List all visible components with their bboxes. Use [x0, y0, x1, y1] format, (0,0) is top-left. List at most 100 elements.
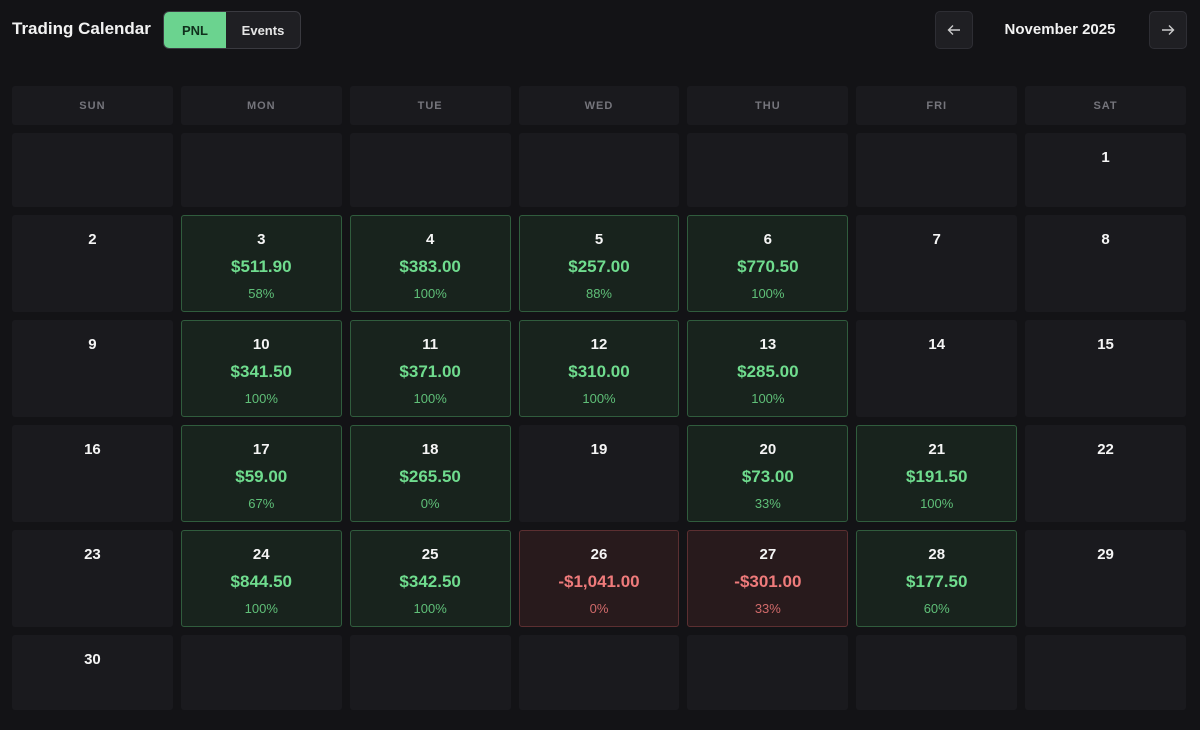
win-rate: 100%	[751, 286, 785, 301]
pnl-amount: -$301.00	[734, 572, 802, 591]
day-number: 21	[928, 441, 946, 458]
empty-cell	[349, 133, 511, 207]
day-cell[interactable]: 24 $844.50 100%	[180, 530, 342, 627]
day-number: 15	[1097, 336, 1114, 353]
empty-cell	[1025, 635, 1186, 710]
day-cell[interactable]: 2	[12, 215, 173, 312]
pnl-amount: $265.50	[399, 467, 461, 486]
day-number: 20	[759, 441, 777, 458]
day-number: 22	[1097, 441, 1114, 458]
pnl-amount: $285.00	[737, 362, 799, 381]
day-cell[interactable]: 9	[12, 320, 173, 417]
empty-cell	[687, 133, 849, 207]
win-rate: 58%	[248, 286, 275, 301]
next-button[interactable]	[1149, 11, 1187, 49]
day-number: 9	[88, 336, 97, 353]
win-rate: 0%	[589, 601, 609, 616]
pnl-amount: $257.00	[568, 257, 630, 276]
day-cell[interactable]: 13 $285.00 100%	[687, 320, 849, 417]
pnl-amount: $341.50	[230, 362, 292, 381]
weekday-header: WED	[518, 86, 680, 125]
day-number: 18	[421, 441, 439, 458]
day-cell[interactable]: 14	[856, 320, 1018, 417]
day-number: 2	[88, 231, 97, 248]
day-cell[interactable]: 5 $257.00 88%	[518, 215, 680, 312]
weekday-header: FRI	[856, 86, 1018, 125]
weekday-header: TUE	[349, 86, 511, 125]
empty-cell	[687, 635, 849, 710]
empty-cell	[180, 635, 342, 710]
day-cell[interactable]: 18 $265.50 0%	[349, 425, 511, 522]
day-number: 26	[590, 546, 608, 563]
day-cell[interactable]: 23	[12, 530, 173, 627]
win-rate: 100%	[582, 391, 616, 406]
day-cell[interactable]: 22	[1025, 425, 1186, 522]
day-number: 25	[421, 546, 439, 563]
pnl-amount: $844.50	[230, 572, 292, 591]
day-cell[interactable]: 20 $73.00 33%	[687, 425, 849, 522]
day-cell[interactable]: 3 $511.90 58%	[180, 215, 342, 312]
day-number: 12	[590, 336, 608, 353]
day-number: 16	[84, 441, 101, 458]
day-cell[interactable]: 28 $177.50 60%	[856, 530, 1018, 627]
win-rate: 100%	[244, 601, 278, 616]
empty-cell	[349, 635, 511, 710]
day-cell[interactable]: 27 -$301.00 33%	[687, 530, 849, 627]
day-cell[interactable]: 7	[856, 215, 1018, 312]
weekday-header: SAT	[1025, 86, 1186, 125]
day-number: 4	[425, 231, 435, 248]
day-cell[interactable]: 15	[1025, 320, 1186, 417]
win-rate: 67%	[248, 496, 275, 511]
day-cell[interactable]: 12 $310.00 100%	[518, 320, 680, 417]
day-cell[interactable]: 1	[1025, 133, 1186, 207]
day-cell[interactable]: 26 -$1,041.00 0%	[518, 530, 680, 627]
day-number: 27	[759, 546, 777, 563]
day-cell[interactable]: 11 $371.00 100%	[349, 320, 511, 417]
day-number: 10	[252, 336, 270, 353]
day-number: 7	[932, 231, 941, 248]
day-cell[interactable]: 10 $341.50 100%	[180, 320, 342, 417]
pnl-amount: $191.50	[905, 467, 968, 486]
page-title: Trading Calendar	[12, 19, 151, 38]
empty-cell	[518, 635, 680, 710]
pnl-amount: -$1,041.00	[558, 572, 640, 591]
win-rate: 33%	[754, 601, 781, 616]
day-cell[interactable]: 29	[1025, 530, 1186, 627]
calendar-grid: SUN MON TUE WED THU FRI SAT 1 2 3 $511.90 58% 4 $383.…	[12, 86, 1186, 710]
day-number: 29	[1097, 546, 1114, 563]
day-cell[interactable]: 19	[518, 425, 680, 522]
day-cell[interactable]: 4 $383.00 100%	[349, 215, 511, 312]
day-number: 28	[928, 546, 946, 563]
day-cell[interactable]: 6 $770.50 100%	[687, 215, 849, 312]
arrow-right-icon	[1162, 25, 1175, 35]
pnl-amount: $342.50	[399, 572, 461, 591]
month-label: November 2025	[1004, 21, 1116, 38]
day-number: 3	[257, 231, 266, 248]
win-rate: 100%	[751, 391, 785, 406]
day-cell[interactable]: 21 $191.50 100%	[856, 425, 1018, 522]
day-number: 14	[928, 336, 946, 353]
day-cell[interactable]: 25 $342.50 100%	[349, 530, 511, 627]
day-cell[interactable]: 16	[12, 425, 173, 522]
tab[interactable]: Events	[241, 22, 285, 38]
empty-cell	[518, 133, 680, 207]
day-number: 5	[594, 231, 604, 248]
weekday-header: MON	[180, 86, 342, 125]
pnl-amount: $73.00	[741, 467, 794, 486]
pnl-amount: $177.50	[905, 572, 968, 591]
day-cell[interactable]: 17 $59.00 67%	[180, 425, 342, 522]
empty-cell	[856, 133, 1018, 207]
pnl-amount: $511.90	[231, 257, 292, 276]
day-number: 11	[422, 336, 439, 353]
pnl-amount: $59.00	[235, 467, 288, 486]
win-rate: 60%	[923, 601, 950, 616]
empty-cell	[12, 133, 173, 207]
day-cell[interactable]: 30	[12, 635, 173, 710]
pnl-amount: $310.00	[568, 362, 630, 381]
prev-button[interactable]	[935, 11, 973, 49]
empty-cell	[856, 635, 1018, 710]
pnl-amount: $371.00	[399, 362, 461, 381]
day-cell[interactable]: 8	[1025, 215, 1186, 312]
win-rate: 100%	[244, 391, 278, 406]
tab[interactable]: PNL	[164, 12, 226, 48]
